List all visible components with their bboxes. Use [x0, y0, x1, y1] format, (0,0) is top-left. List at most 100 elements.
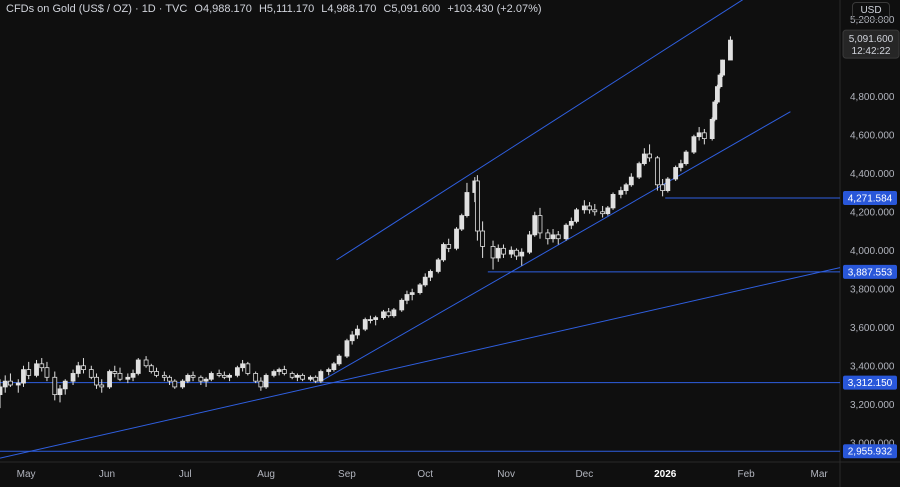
- candle-body: [464, 192, 470, 217]
- candle-body: [636, 163, 642, 178]
- candle-body: [44, 367, 50, 378]
- trendline-channel-bottom: [320, 111, 791, 382]
- candle-body: [519, 251, 525, 257]
- candle-body: [161, 374, 167, 378]
- price-level-badge: [843, 190, 897, 205]
- currency-button[interactable]: USD: [852, 2, 890, 20]
- candle-body: [198, 376, 204, 382]
- ohlc-open: O4,988.170: [194, 3, 252, 15]
- candle-body: [216, 373, 222, 376]
- candle-body: [720, 59, 726, 76]
- candle-body: [94, 376, 99, 386]
- candle-body: [647, 153, 652, 159]
- candle-body: [148, 365, 154, 372]
- candle-body: [446, 244, 452, 249]
- candle-body: [2, 380, 8, 388]
- candle-body: [294, 374, 300, 378]
- candle-body: [592, 209, 598, 213]
- candle-body: [39, 363, 45, 369]
- candle-body: [537, 215, 543, 234]
- candle-body: [135, 359, 141, 374]
- x-tick-label: Sep: [338, 469, 356, 480]
- candle-body: [362, 319, 368, 330]
- price-level-badge: [843, 375, 897, 390]
- candle-body: [227, 374, 232, 378]
- x-tick-label: 2026: [654, 469, 677, 480]
- candle-body: [15, 382, 21, 386]
- y-tick-label: 3,000.000: [850, 438, 895, 449]
- candle-body: [381, 311, 386, 319]
- candle-body: [185, 374, 191, 382]
- ohlc-high: H5,111.170: [258, 3, 315, 15]
- candle-body: [454, 228, 459, 249]
- trendline-long-support: [0, 267, 841, 459]
- candle-body: [574, 209, 579, 222]
- candle-body: [240, 363, 246, 369]
- candle-body: [550, 234, 556, 240]
- x-tick-label: Feb: [737, 469, 755, 480]
- candle-body: [435, 259, 441, 272]
- y-tick-label: 4,600.000: [850, 130, 895, 141]
- candle-body: [501, 247, 506, 255]
- candle-body: [527, 234, 532, 253]
- last-price-badge: [842, 29, 900, 59]
- candle-body: [417, 284, 423, 293]
- candle-body: [728, 39, 733, 61]
- candle-body: [271, 371, 277, 376]
- candle-body: [683, 151, 689, 165]
- candle-body: [300, 374, 306, 380]
- candle-body: [495, 247, 501, 259]
- y-tick-label: 3,600.000: [850, 323, 895, 334]
- candle-body: [354, 328, 360, 336]
- x-tick-label: Nov: [497, 469, 515, 480]
- candle-body: [545, 232, 551, 240]
- candle-body: [404, 294, 410, 301]
- candle-body: [709, 118, 715, 139]
- candle-body: [508, 249, 514, 255]
- candle-body: [587, 205, 592, 211]
- y-tick-label: 4,400.000: [850, 169, 895, 180]
- candle-body: [514, 249, 519, 257]
- candle-body: [714, 86, 720, 103]
- candle-body: [154, 371, 159, 376]
- candle-body: [665, 178, 671, 191]
- candle-body: [618, 190, 624, 195]
- candle-body: [490, 245, 496, 259]
- price-level-badge: [843, 264, 897, 279]
- x-tick-label: Jun: [99, 469, 115, 480]
- candle-body: [326, 369, 332, 372]
- candle-body: [117, 373, 123, 380]
- trendline-channel-top: [336, 0, 744, 261]
- candle-body: [221, 374, 227, 378]
- candle-body: [99, 384, 105, 388]
- candle-body: [568, 220, 574, 226]
- candle-body: [641, 153, 647, 165]
- y-tick-label: 4,800.000: [850, 92, 895, 103]
- candle-body: [107, 371, 112, 388]
- candle-body: [34, 363, 39, 376]
- candle-body: [331, 363, 337, 371]
- candle-body: [581, 205, 587, 211]
- candle-body: [21, 369, 26, 384]
- candle-body: [480, 230, 486, 247]
- candle-body: [258, 380, 264, 388]
- y-tick-label: 3,200.000: [850, 400, 895, 411]
- ohlc-change: +103.430 (+2.07%): [447, 3, 542, 15]
- candle-body: [605, 207, 611, 215]
- price-level-label: 3,312.150: [848, 378, 893, 389]
- symbol-header: CFDs on Gold (US$ / OZ) · 1D · TVC O4,98…: [6, 3, 546, 15]
- x-tick-label: Jul: [179, 469, 192, 480]
- candle-body: [245, 363, 251, 374]
- candle-body: [712, 101, 718, 120]
- price-level-label: 4,271.584: [848, 193, 893, 204]
- candle-body: [349, 334, 355, 342]
- candle-body: [391, 309, 397, 317]
- candle-body: [459, 215, 465, 230]
- candle-body: [563, 224, 569, 240]
- candle-body: [691, 136, 697, 153]
- y-tick-label: 4,000.000: [850, 246, 895, 257]
- candle-body: [717, 74, 723, 88]
- x-tick-label: Mar: [811, 469, 829, 480]
